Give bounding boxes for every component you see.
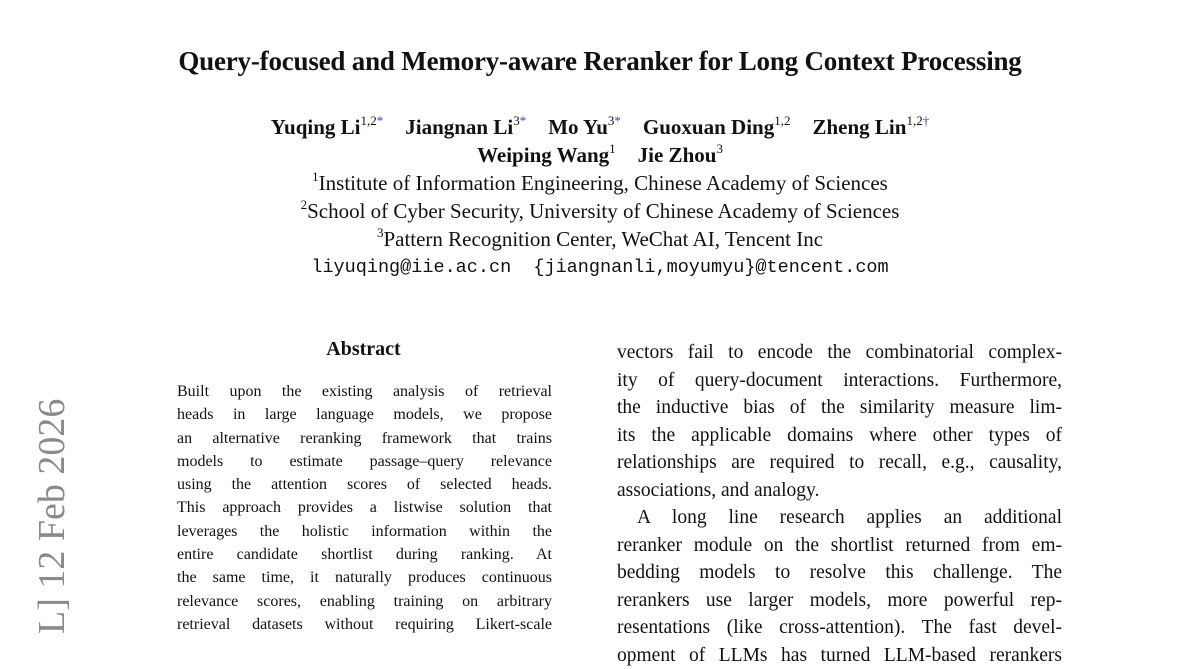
text-line: its the applicable domains where other t… [617,422,1062,450]
author-name: Guoxuan Ding1,2 [643,115,791,139]
text-line: resentations (like cross-attention). The… [617,614,1062,642]
text-line: ity of query-document interactions. Furt… [617,367,1062,395]
author-line-1: Yuqing Li1,2* Jiangnan Li3* Mo Yu3* Guoxuan… [0,115,1200,140]
text-line: models to estimate passage–query relevan… [177,450,552,473]
author-name: Zheng Lin1,2† [812,115,929,139]
abstract-body: Built upon the existing analysis of retr… [177,380,552,636]
affiliation-3: 3Pattern Recognition Center, WeChat AI, … [0,227,1200,252]
intro-right-column: vectors fail to encode the combinatorial… [617,339,1062,669]
text-line: relationships are required to recall, e.… [617,449,1062,477]
text-line: This approach provides a listwise soluti… [177,496,552,519]
arxiv-side-stamp: L] 12 Feb 2026 [30,0,74,648]
affiliation-2: 2School of Cyber Security, University of… [0,199,1200,224]
text-line: the inductive bias of the similarity mea… [617,394,1062,422]
paper-title: Query-focused and Memory-aware Reranker … [0,46,1200,77]
text-line: opment of LLMs has turned LLM-based rera… [617,642,1062,669]
text-line: entire candidate shortlist during rankin… [177,543,552,566]
text-line: associations, and analogy. [617,477,1062,505]
text-line: relevance scores, enabling training on a… [177,590,552,613]
text-line: rerankers use larger models, more powerf… [617,587,1062,615]
author-name: Jiangnan Li3* [405,115,526,139]
author-name: Yuqing Li1,2* [271,115,383,139]
abstract-heading: Abstract [177,338,550,361]
text-line: leverages the holistic information withi… [177,520,552,543]
text-line: bedding models to resolve this challenge… [617,559,1062,587]
text-line: retrieval datasets without requiring Lik… [177,613,552,636]
text-line: the same time, it naturally produces con… [177,566,552,589]
text-line: using the attention scores of selected h… [177,473,552,496]
text-line: an alternative reranking framework that … [177,427,552,450]
text-line: heads in large language models, we propo… [177,403,552,426]
affiliation-1: 1Institute of Information Engineering, C… [0,171,1200,196]
author-name: Weiping Wang1 [477,143,616,167]
author-name: Jie Zhou3 [638,143,723,167]
author-name: Mo Yu3* [548,115,621,139]
author-emails: liyuqing@iie.ac.cn {jiangnanli,moyumyu}@… [0,257,1200,278]
text-line: A long line research applies an addition… [617,504,1062,532]
text-line: vectors fail to encode the combinatorial… [617,339,1062,367]
author-line-2: Weiping Wang1 Jie Zhou3 [0,143,1200,168]
text-line: reranker module on the shortlist returne… [617,532,1062,560]
text-line: Built upon the existing analysis of retr… [177,380,552,403]
